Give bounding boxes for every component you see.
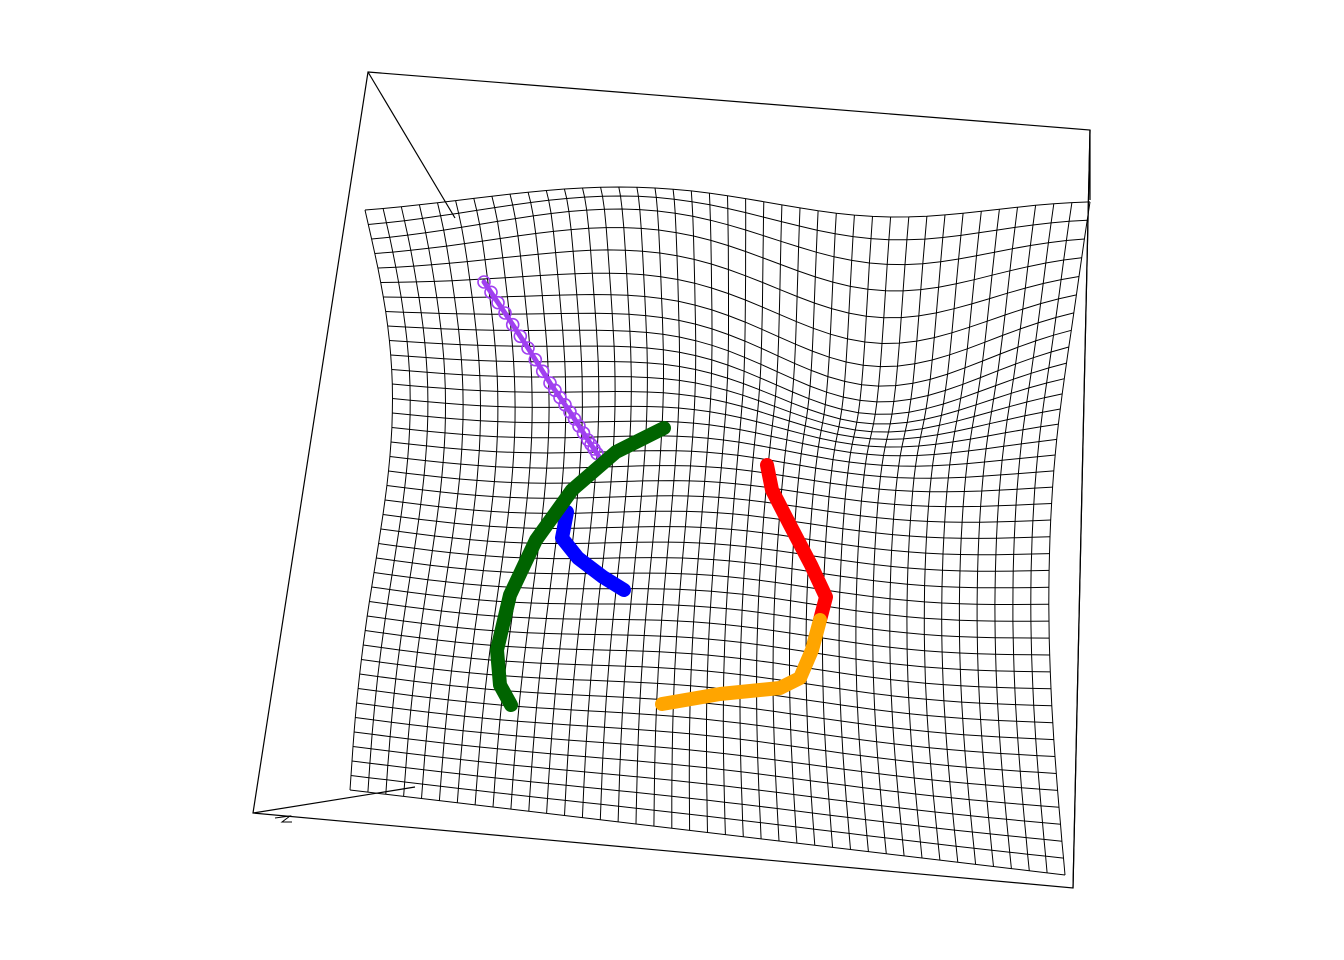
mesh-line — [822, 215, 855, 848]
mesh-line — [756, 204, 783, 839]
mesh-line — [1012, 203, 1055, 871]
mesh-line — [382, 514, 1050, 556]
mesh-line — [392, 398, 1059, 448]
mesh-line — [349, 789, 1066, 876]
box-vertical-edge — [367, 71, 456, 219]
mesh-line — [456, 198, 499, 803]
trajectory-point — [543, 376, 557, 390]
trajectory-point — [477, 275, 491, 289]
trajectory-point — [572, 419, 586, 433]
mesh-line — [581, 187, 616, 818]
mesh-line — [354, 731, 1060, 808]
trajectory-point — [498, 306, 512, 320]
wireframe-mesh — [349, 186, 1091, 876]
axis-tick-mark — [274, 815, 292, 823]
trajectory-point — [521, 341, 535, 355]
trajectory-point — [513, 329, 528, 344]
trajectory-orange — [655, 613, 827, 711]
mesh-line — [389, 456, 1053, 493]
mesh-line — [371, 586, 1050, 639]
trajectory-point — [563, 405, 577, 419]
trajectory-point — [558, 397, 572, 412]
trajectory-point — [505, 317, 520, 332]
mesh-line — [1030, 202, 1073, 873]
mesh-line — [363, 644, 1052, 707]
box-bottom-edge — [252, 786, 416, 814]
bounding-box-front — [274, 129, 1091, 889]
trajectory-point — [567, 412, 582, 426]
mesh-line — [378, 543, 1049, 589]
mesh-line — [365, 630, 1052, 690]
mesh-line — [384, 499, 1051, 539]
mesh-line — [617, 187, 648, 822]
mesh-line — [906, 214, 946, 859]
mesh-line — [386, 485, 1051, 523]
mesh-line — [889, 216, 928, 856]
mesh-line — [599, 186, 632, 820]
trajectory-red — [760, 458, 833, 627]
trajectory-point — [484, 285, 498, 300]
mesh-line — [421, 202, 464, 799]
mesh-line — [361, 659, 1053, 724]
mesh-line — [391, 369, 1063, 433]
trajectory-point — [548, 383, 562, 398]
mesh-line — [373, 572, 1050, 622]
trajectory-point — [576, 426, 591, 440]
mesh-line — [369, 601, 1050, 656]
trajectory-green — [490, 421, 671, 712]
box-right-edge — [1072, 129, 1091, 889]
box-top-edge — [252, 71, 1091, 889]
mesh-line — [350, 775, 1064, 859]
mesh-line — [438, 200, 482, 801]
mesh-line — [367, 615, 1051, 673]
trajectories — [477, 275, 833, 712]
mesh-line — [958, 209, 1000, 865]
mesh-line — [492, 193, 533, 808]
mesh-line — [855, 216, 892, 852]
mesh-line — [510, 192, 550, 810]
trajectory-point — [553, 390, 567, 405]
trajectory-point — [535, 364, 550, 379]
mesh-line — [392, 383, 1061, 440]
trajectory-point — [528, 352, 543, 367]
mesh-line — [805, 213, 837, 846]
mesh-line — [355, 717, 1058, 791]
mesh-line — [994, 205, 1037, 869]
mesh-line — [351, 760, 1062, 842]
mesh-line — [1048, 201, 1091, 876]
mesh-line — [739, 201, 765, 837]
mesh-line — [380, 528, 1050, 572]
trajectory-point — [491, 295, 505, 310]
mesh-line — [838, 216, 873, 850]
mesh-line — [976, 207, 1018, 867]
mesh-line — [356, 702, 1057, 774]
mesh-line — [872, 216, 910, 854]
mesh-line — [653, 189, 680, 827]
mesh-line — [403, 204, 447, 797]
mesh-line — [358, 688, 1056, 757]
trajectory-blue — [555, 505, 631, 597]
bounding-box-back — [252, 71, 1091, 889]
mesh-line — [923, 213, 964, 861]
mesh-line — [352, 746, 1061, 825]
mesh-line — [376, 557, 1049, 605]
mesh-line — [722, 198, 747, 835]
mesh-line — [941, 211, 982, 863]
